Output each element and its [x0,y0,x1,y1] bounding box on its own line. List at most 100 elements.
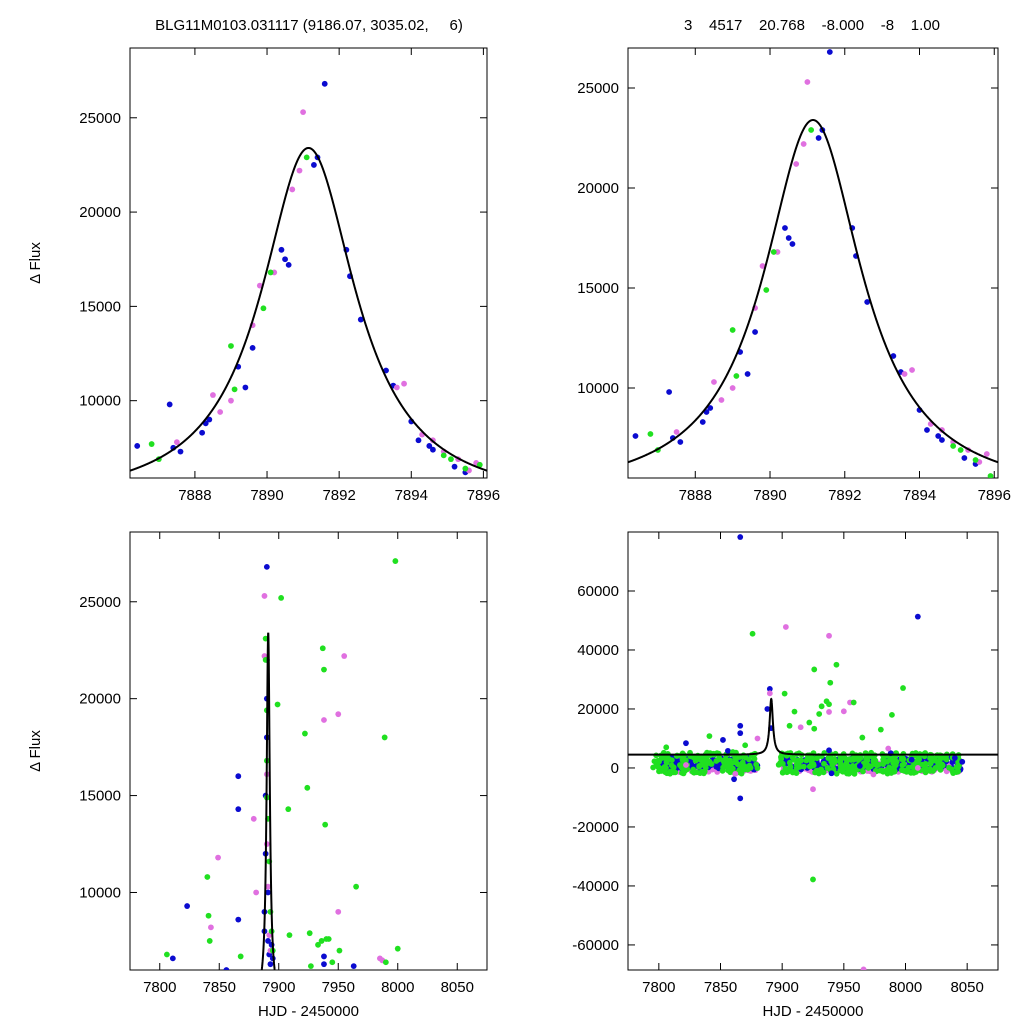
data-point-magenta [797,724,804,731]
x-tick-label: 7892 [828,487,861,504]
data-point-green [696,762,703,769]
data-point-magenta [393,384,400,391]
data-point-green [806,763,813,770]
data-point-green [693,769,700,776]
data-point-blue [826,747,832,754]
data-point-magenta [766,690,773,697]
data-point-green [860,768,866,775]
data-point-green [353,883,359,890]
data-point-magenta [914,765,921,771]
y-tick-label: 60000 [577,583,619,600]
x-tick-label: 7896 [978,487,1011,504]
data-point-green [795,757,802,764]
data-point-blue [782,225,788,231]
y-tick-label: 40000 [577,642,619,659]
data-point-green [898,767,905,774]
data-point-green [663,744,670,751]
x-tick-label: 7900 [765,979,798,996]
data-point-green [476,461,483,468]
x-tick-label: 7900 [262,979,295,996]
data-point-magenta [321,717,327,723]
data-point-green [394,945,401,952]
data-point-blue [430,446,436,453]
data-point-green [728,760,735,767]
y-tick-label: 25000 [577,80,619,97]
y-tick-label: 15000 [79,298,121,315]
data-point-green [719,767,726,774]
x-tick-label: 7892 [322,487,355,504]
data-point-green [880,761,887,767]
data-point-magenta [210,392,216,398]
data-point-green [880,756,887,763]
data-point-green [319,645,326,652]
left-title: BLG11M0103.031117 (9186.07, 3035.02, 6) [155,17,463,34]
data-point-green [900,685,906,691]
data-point-green [955,759,962,765]
data-point-green [846,756,853,763]
data-point-magenta [901,371,908,377]
data-point-green [733,373,740,379]
data-point-blue [725,747,731,754]
data-point-blue [959,758,966,765]
data-point-green [713,758,720,764]
data-point-green [873,762,880,769]
data-point-green [893,759,900,765]
data-point-green [883,767,889,774]
plot-frame [627,47,999,479]
data-point-blue [785,235,792,241]
data-point-blue [282,256,288,263]
data-point-green [770,249,777,255]
data-point-magenta [729,385,736,391]
data-point-green [724,765,731,772]
data-point-blue [752,329,758,335]
data-point-blue [961,455,968,461]
x-tick-label: 7950 [322,979,355,996]
data-point-blue [632,433,639,439]
x-tick-label: 7800 [143,979,176,996]
data-point-blue [766,686,773,692]
data-point-magenta [870,771,877,778]
x-tick-label: 7850 [704,979,737,996]
y-tick-label: 10000 [577,380,619,397]
data-point-green [448,456,454,463]
data-point-green [781,690,788,697]
data-point-blue [451,463,458,470]
data-point-magenta [800,141,807,147]
data-point-green [302,730,308,737]
data-point-green [697,757,704,763]
tick-labels: 7800 7850 7900 7950 8000 8050 10000 15000 20000 2… [79,594,474,996]
data-point-green [204,874,211,880]
x-axis-label: HJD - 2450000 [258,1003,359,1020]
data-point-blue [789,241,796,247]
data-point-blue [235,916,242,923]
data-point-blue [350,963,357,970]
data-point-green [948,766,955,773]
data-point-magenta [909,367,915,373]
data-point-green [777,760,784,766]
data-point-green [336,947,343,954]
data-point-blue [321,961,327,968]
data-point-green [837,757,844,764]
data-point-blue [321,953,327,960]
data-point-green [655,764,662,770]
data-point-green [900,761,907,767]
data-point-blue [426,443,433,449]
data-point-blue [951,755,958,761]
x-tick-label: 7894 [395,487,428,504]
y-tick-label: 25000 [79,110,121,127]
panel-bottom-left: 7800 7850 7900 7950 8000 8050 10000 15000 20000 2… [27,531,488,1020]
y-tick-label: 20000 [577,701,619,718]
data-point-green [278,594,285,601]
data-point-magenta [228,397,234,404]
data-point-green [744,766,751,773]
x-tick-label: 7888 [679,487,712,504]
data-point-magenta [718,397,725,403]
data-point-green [148,441,155,447]
data-point-blue [720,737,726,743]
data-points [628,534,998,970]
y-tick-label: -20000 [572,819,619,836]
data-point-blue [242,384,249,391]
data-point-green [950,443,957,449]
y-tick-label: 0 [611,760,619,777]
